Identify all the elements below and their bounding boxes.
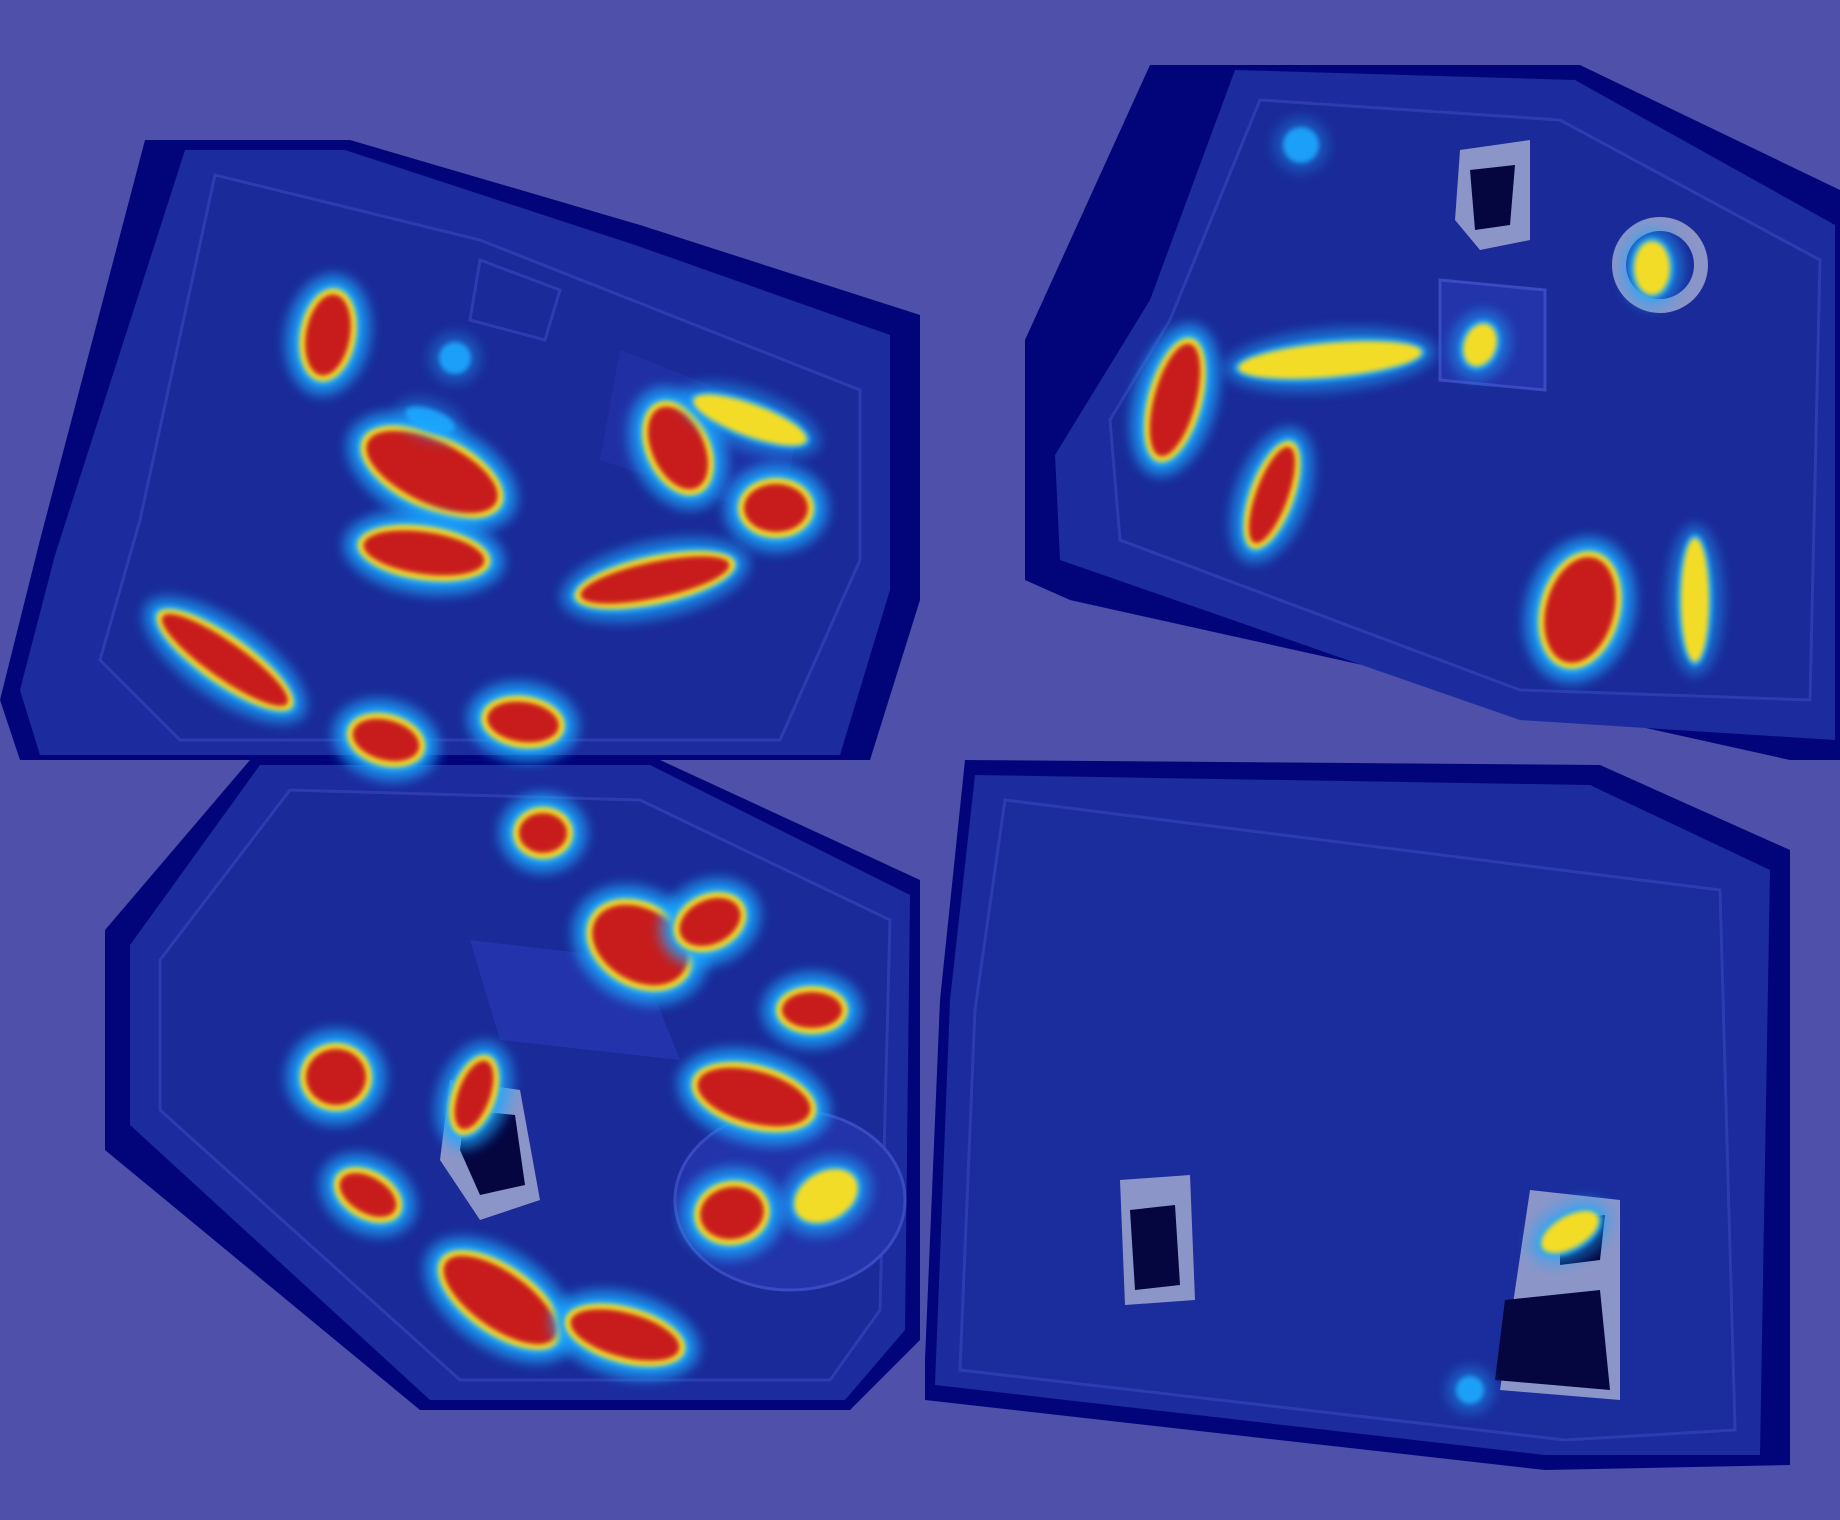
heat-hotspot	[343, 510, 505, 596]
heat-hotspot	[285, 274, 371, 396]
heat-hotspot	[724, 464, 828, 552]
heat-hotspot	[1446, 1366, 1494, 1414]
heat-hotspot	[143, 596, 307, 724]
heat-hotspot	[1230, 427, 1314, 563]
heat-hotspot	[1449, 309, 1511, 381]
heat-hotspot	[467, 681, 579, 763]
heat-hotspot	[659, 878, 761, 966]
heat-hotspot	[1224, 327, 1436, 393]
heat-hotspot	[429, 332, 481, 384]
heat-hotspot	[550, 1289, 700, 1381]
heat-hotspot	[395, 396, 465, 444]
heat-hotspot	[762, 972, 862, 1048]
heat-hotspot	[1527, 1197, 1613, 1267]
heat-hotspot	[780, 1155, 872, 1237]
heat-hotspot	[435, 1040, 513, 1150]
scan-bottom-right	[925, 760, 1790, 1470]
heat-hotspot	[1667, 524, 1723, 676]
heat-hotspot	[680, 1166, 784, 1260]
obstacle-hole	[1470, 165, 1515, 230]
obstacle-hole	[1130, 1205, 1180, 1290]
heat-hotspot	[424, 1236, 576, 1364]
heat-hotspot	[677, 1048, 831, 1146]
heat-hotspot	[1273, 117, 1329, 173]
heat-hotspot	[560, 537, 750, 623]
heat-hotspot	[332, 698, 440, 782]
heat-hotspot	[319, 1153, 417, 1237]
heat-hotspot	[1620, 227, 1684, 309]
heat-hotspot	[1130, 323, 1220, 477]
heat-hotspot	[286, 1029, 386, 1125]
heat-hotspot	[499, 793, 587, 873]
heat-hotspots	[143, 117, 1723, 1414]
heat-hotspot	[679, 382, 821, 458]
obstacle-hole	[1495, 1290, 1610, 1390]
shelf-outline	[468, 257, 562, 342]
heat-hotspot	[1524, 537, 1636, 683]
heat-hotspot	[346, 411, 518, 533]
